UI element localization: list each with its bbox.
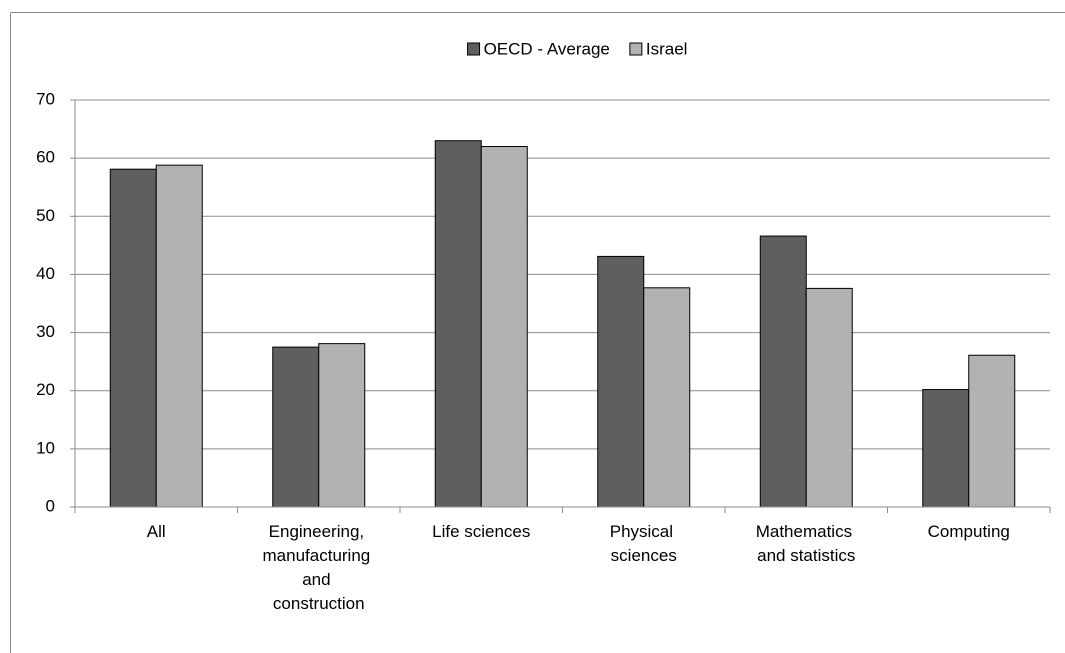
y-tick-label: 40 <box>36 264 55 283</box>
legend-swatch <box>467 42 481 56</box>
legend-swatch <box>629 42 643 56</box>
y-tick-label: 20 <box>36 380 55 399</box>
bar <box>480 146 528 508</box>
x-tick-label: All <box>147 522 166 541</box>
x-tick-label: Engineering, manufacturing and construct… <box>263 522 375 613</box>
bar <box>968 354 1016 508</box>
y-tick-label: 70 <box>36 89 55 108</box>
y-tick-label: 60 <box>36 148 55 167</box>
legend-label: OECD - Average <box>484 39 610 58</box>
y-tick-label: 10 <box>36 438 55 457</box>
x-tick-label: Mathematics and statistics <box>756 522 857 565</box>
bar <box>643 287 691 508</box>
bar <box>318 343 366 508</box>
y-tick-label: 30 <box>36 322 55 341</box>
bar <box>434 140 482 508</box>
bar <box>597 255 645 508</box>
bar <box>155 164 203 508</box>
legend: OECD - Average Israel <box>467 39 688 58</box>
bar <box>759 235 807 508</box>
y-tick-label: 0 <box>46 496 55 515</box>
x-tick-label: Computing <box>928 522 1010 541</box>
bar <box>805 287 853 508</box>
y-tick-label: 50 <box>36 206 55 225</box>
x-tick-label: Physical sciences <box>610 522 678 565</box>
legend-label: Israel <box>646 39 688 58</box>
bar <box>272 346 320 508</box>
bar <box>109 168 157 508</box>
bar <box>922 389 970 508</box>
x-tick-label: Life sciences <box>432 522 530 541</box>
